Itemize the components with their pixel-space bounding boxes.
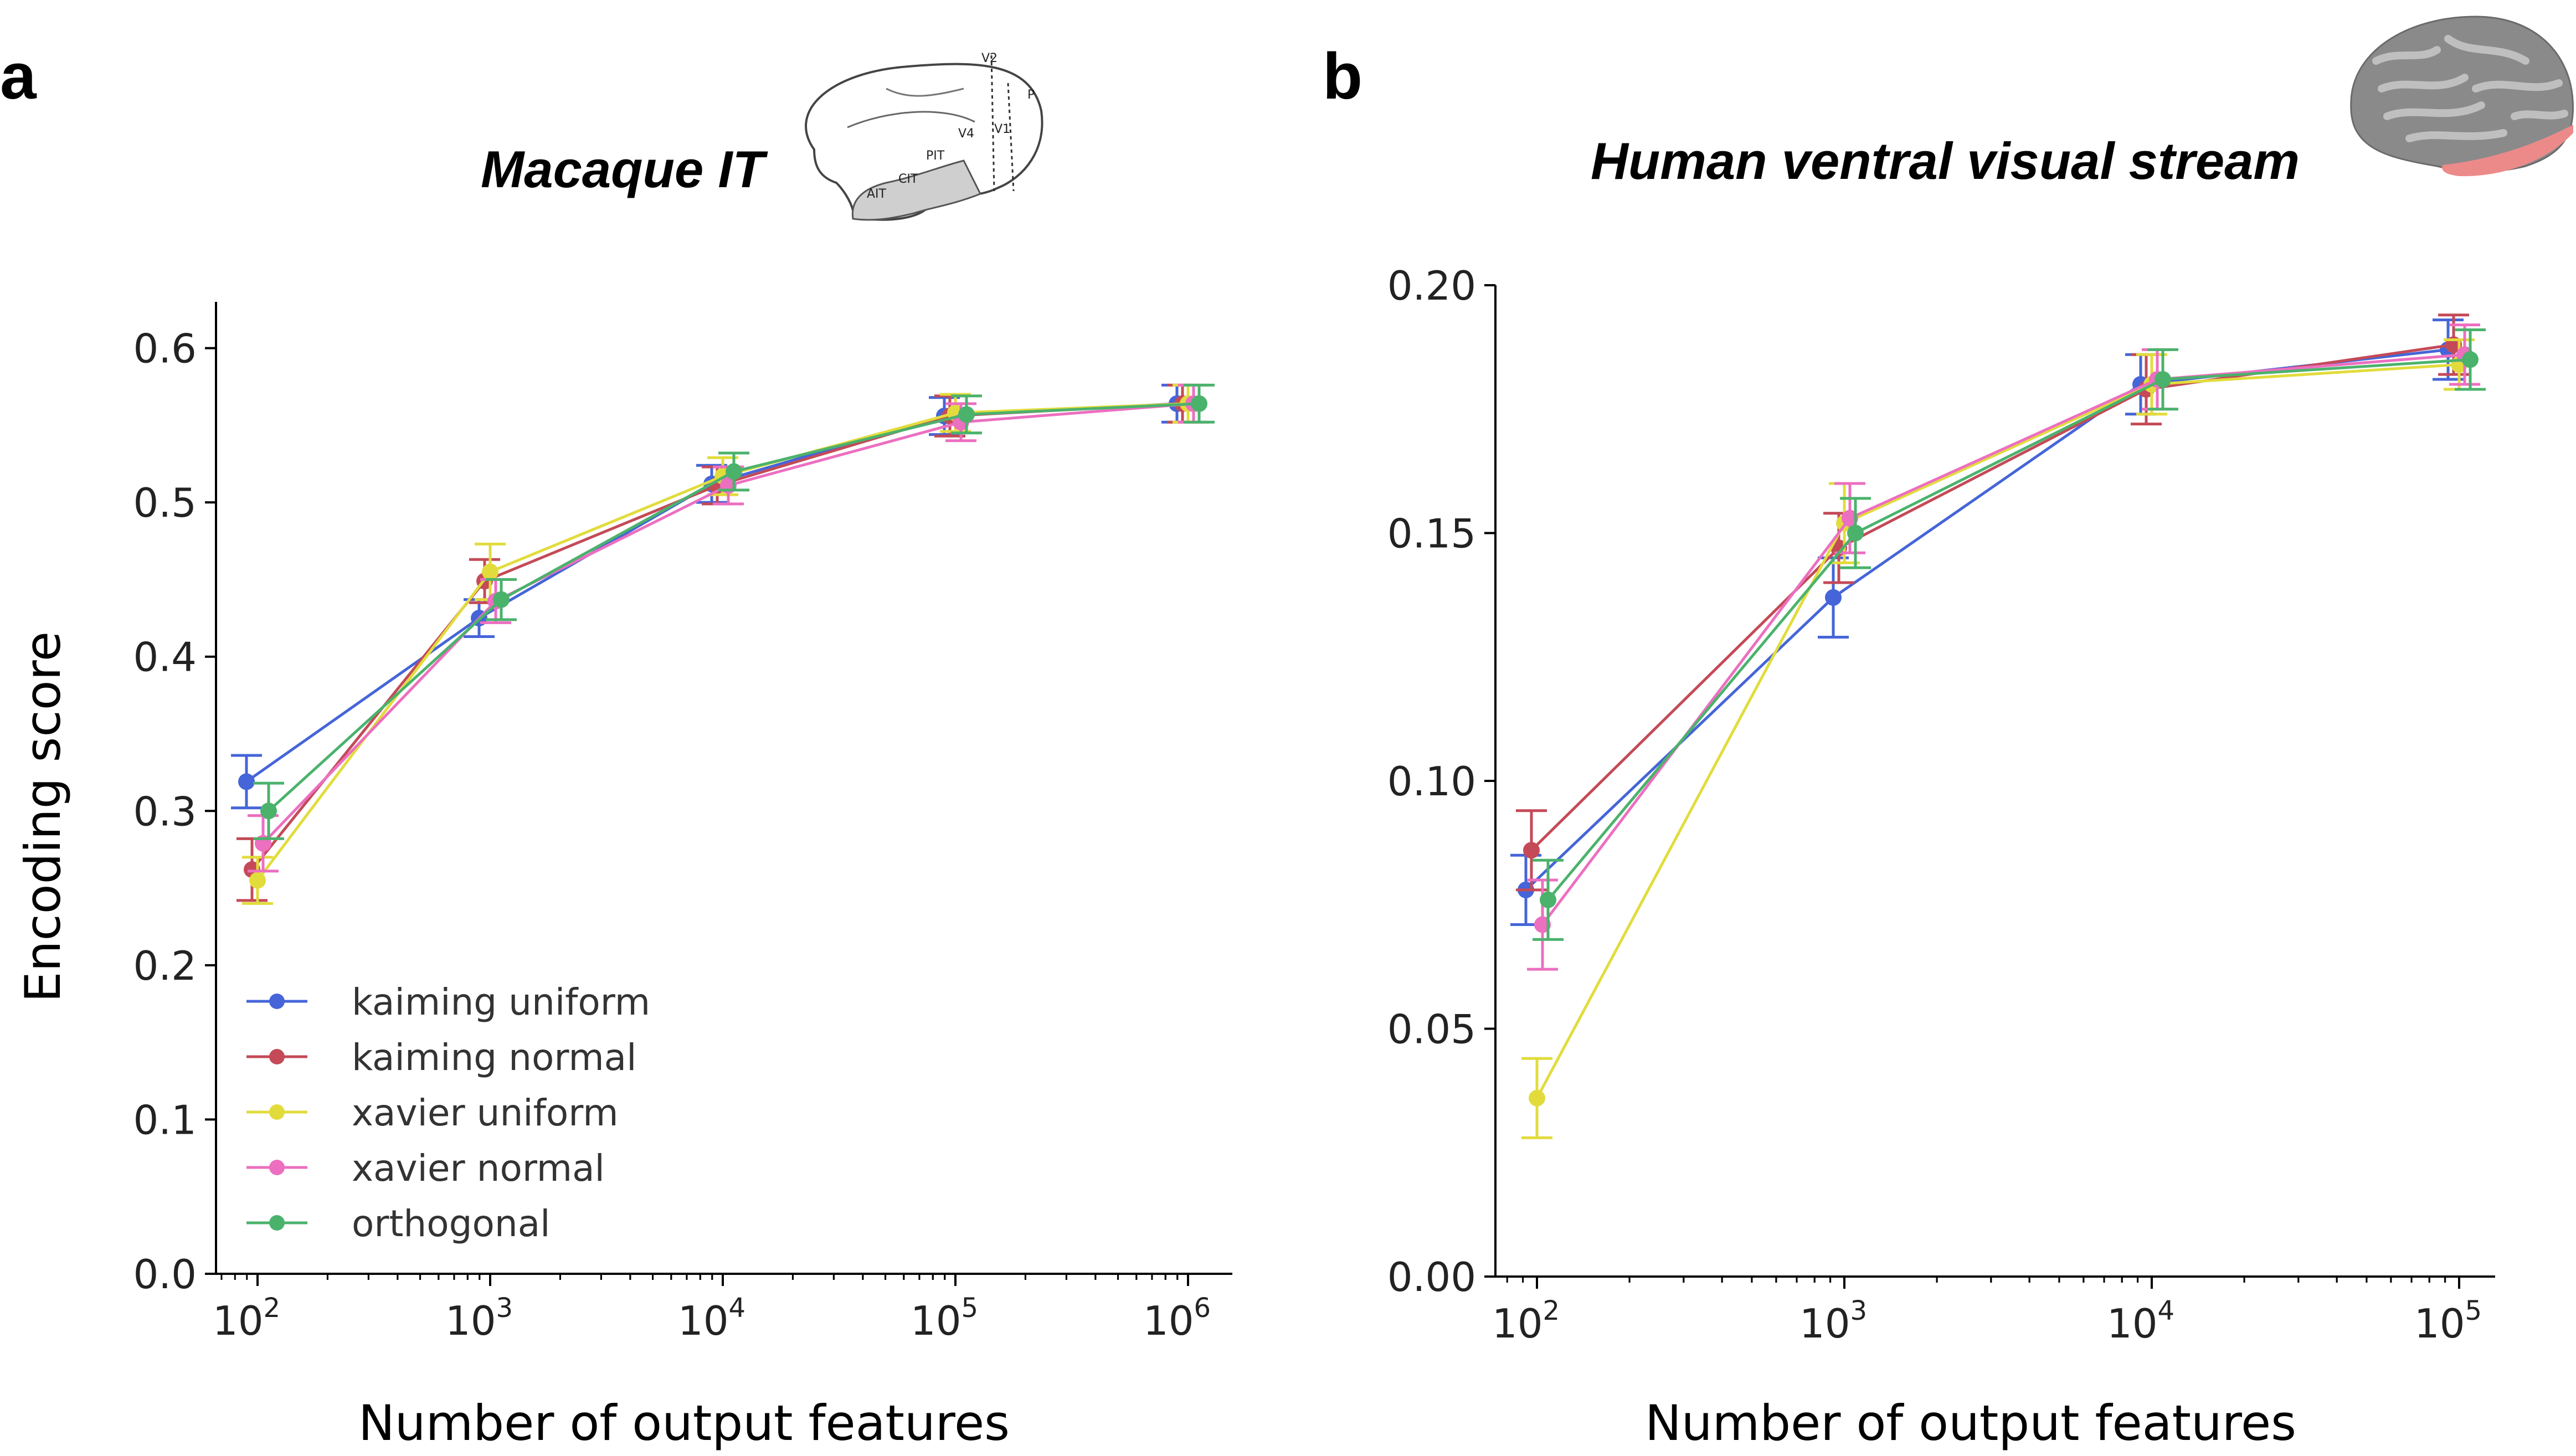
brain-label-p: P — [1027, 88, 1035, 102]
human-brain-icon — [2350, 16, 2574, 177]
y-tick-label: 0.2 — [133, 943, 197, 989]
y-tick-label: 0.6 — [133, 326, 197, 372]
title-panel-b: Human ventral visual stream — [1591, 132, 2300, 190]
legend-marker-xavier-normal — [269, 1160, 285, 1175]
legend-label-orthogonal: orthogonal — [352, 1202, 551, 1245]
y-axis-label-a: Encoding score — [14, 631, 71, 1002]
y-tick-label: 0.15 — [1387, 511, 1476, 557]
x-tick-label: 105 — [911, 1293, 978, 1344]
data-point-xavier-uniform — [249, 872, 266, 889]
series-line-xavier-uniform — [1535, 363, 2460, 1099]
brain-label-ait: AIT — [867, 187, 887, 201]
series-line-xavier-normal — [1541, 353, 2465, 926]
data-point-orthogonal — [2155, 371, 2171, 388]
legend-marker-kaiming-normal — [269, 1049, 285, 1064]
legend-label-kaiming-uniform: kaiming uniform — [352, 981, 650, 1023]
y-tick-label: 0.0 — [133, 1251, 197, 1298]
x-tick-label: 102 — [1492, 1295, 1560, 1347]
y-tick-label: 0.5 — [133, 480, 197, 526]
legend-marker-kaiming-uniform — [269, 994, 285, 1009]
legend-marker-xavier-uniform — [269, 1104, 285, 1120]
chart-panel-a: 0.0 0.1 0.2 0.3 0.4 0.5 0.6 102 103 104 105 106 — [133, 302, 1232, 1344]
x-axis-label-b: Number of output features — [1645, 1395, 2296, 1452]
data-point-kaiming-uniform — [238, 773, 255, 790]
macaque-brain-icon: V2 P V4 V1 PIT CIT AIT — [805, 52, 1043, 221]
data-point-orthogonal — [1847, 524, 1864, 542]
legend-label-kaiming-normal: kaiming normal — [352, 1036, 636, 1079]
panel-letter-a: a — [0, 40, 37, 113]
data-point-xavier-uniform — [482, 563, 498, 580]
x-tick-label: 103 — [445, 1293, 513, 1344]
panel-letter-b: b — [1323, 40, 1362, 113]
title-panel-a: Macaque IT — [481, 140, 768, 198]
series-line-kaiming-uniform — [1525, 348, 2449, 891]
data-point-orthogonal — [726, 463, 742, 480]
chart-panel-b: 0.00 0.05 0.10 0.15 0.20 102 103 104 105 — [1387, 263, 2495, 1347]
series-line-orthogonal — [1547, 358, 2471, 901]
y-tick-label: 0.00 — [1387, 1254, 1476, 1300]
data-point-orthogonal — [493, 591, 510, 608]
data-point-orthogonal — [958, 406, 975, 423]
legend: kaiming uniform kaiming normal xavier unif… — [246, 981, 650, 1245]
x-axis-label-a: Number of output features — [358, 1395, 1010, 1452]
series-line-kaiming-normal — [1530, 343, 2454, 852]
data-point-orthogonal — [260, 802, 277, 820]
brain-label-v1: V1 — [994, 122, 1010, 136]
x-tick-label: 105 — [2414, 1295, 2482, 1347]
y-tick-label: 0.05 — [1387, 1006, 1476, 1053]
brain-label-v2: V2 — [981, 52, 998, 65]
data-point-kaiming-normal — [1523, 842, 1540, 859]
brain-label-pit: PIT — [926, 149, 945, 163]
y-tick-label: 0.10 — [1387, 758, 1476, 805]
data-point-orthogonal — [2462, 351, 2479, 368]
legend-label-xavier-uniform: xavier uniform — [352, 1092, 619, 1134]
brain-label-cit: CIT — [898, 172, 918, 186]
series-line-kaiming-uniform — [245, 402, 1178, 783]
y-tick-label: 0.1 — [133, 1097, 197, 1143]
x-tick-label: 106 — [1143, 1293, 1211, 1344]
x-tick-label: 104 — [678, 1293, 745, 1344]
legend-label-xavier-normal: xavier normal — [352, 1147, 605, 1190]
x-tick-label: 104 — [2107, 1295, 2174, 1347]
x-tick-label: 103 — [1799, 1295, 1867, 1347]
data-point-orthogonal — [1540, 891, 1556, 908]
data-point-xavier-uniform — [1529, 1089, 1545, 1107]
y-tick-label: 0.3 — [133, 788, 197, 835]
brain-label-v4: V4 — [958, 127, 974, 141]
data-point-kaiming-uniform — [1825, 589, 1842, 606]
data-point-orthogonal — [1191, 395, 1207, 412]
legend-marker-orthogonal — [269, 1215, 285, 1231]
x-tick-label: 102 — [213, 1293, 280, 1344]
y-tick-label: 0.4 — [133, 634, 197, 681]
y-tick-label: 0.20 — [1387, 263, 1476, 309]
